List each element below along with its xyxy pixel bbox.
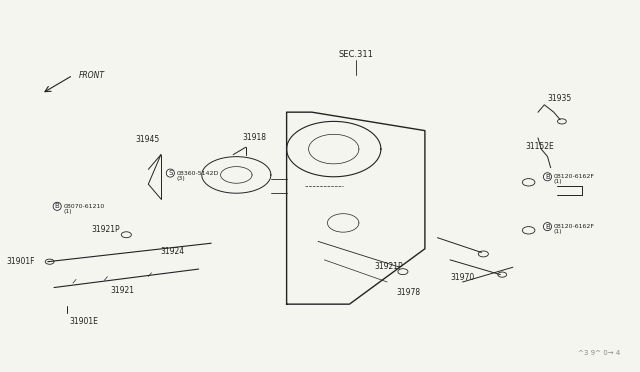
Text: S: S xyxy=(168,170,173,176)
Text: (3): (3) xyxy=(177,176,186,181)
Text: 08360-5142D: 08360-5142D xyxy=(177,171,219,176)
Text: B: B xyxy=(55,203,60,209)
Text: SEC.311: SEC.311 xyxy=(339,50,373,59)
Text: 31921P: 31921P xyxy=(92,225,120,234)
Text: 31921P: 31921P xyxy=(374,262,403,271)
Text: 31935: 31935 xyxy=(547,94,572,103)
Text: 31921: 31921 xyxy=(111,286,134,295)
Text: B: B xyxy=(545,224,550,230)
Text: 08120-6162F: 08120-6162F xyxy=(554,174,595,179)
Text: (1): (1) xyxy=(554,179,563,184)
Text: (1): (1) xyxy=(554,229,563,234)
Text: FRONT: FRONT xyxy=(79,71,105,80)
Text: (1): (1) xyxy=(63,209,72,214)
Text: 31901F: 31901F xyxy=(6,257,35,266)
Text: ^3 9^ 0→ 4: ^3 9^ 0→ 4 xyxy=(577,350,620,356)
Text: 31970: 31970 xyxy=(450,273,474,282)
Text: 31901E: 31901E xyxy=(70,317,99,326)
Text: 31152E: 31152E xyxy=(525,142,554,151)
Text: 08070-61210: 08070-61210 xyxy=(63,204,105,209)
Text: B: B xyxy=(545,174,550,180)
Text: 31945: 31945 xyxy=(136,135,160,144)
Text: 08120-6162F: 08120-6162F xyxy=(554,224,595,229)
Text: 31918: 31918 xyxy=(243,133,267,142)
Text: 31924: 31924 xyxy=(161,247,185,256)
Text: 31978: 31978 xyxy=(397,288,420,297)
